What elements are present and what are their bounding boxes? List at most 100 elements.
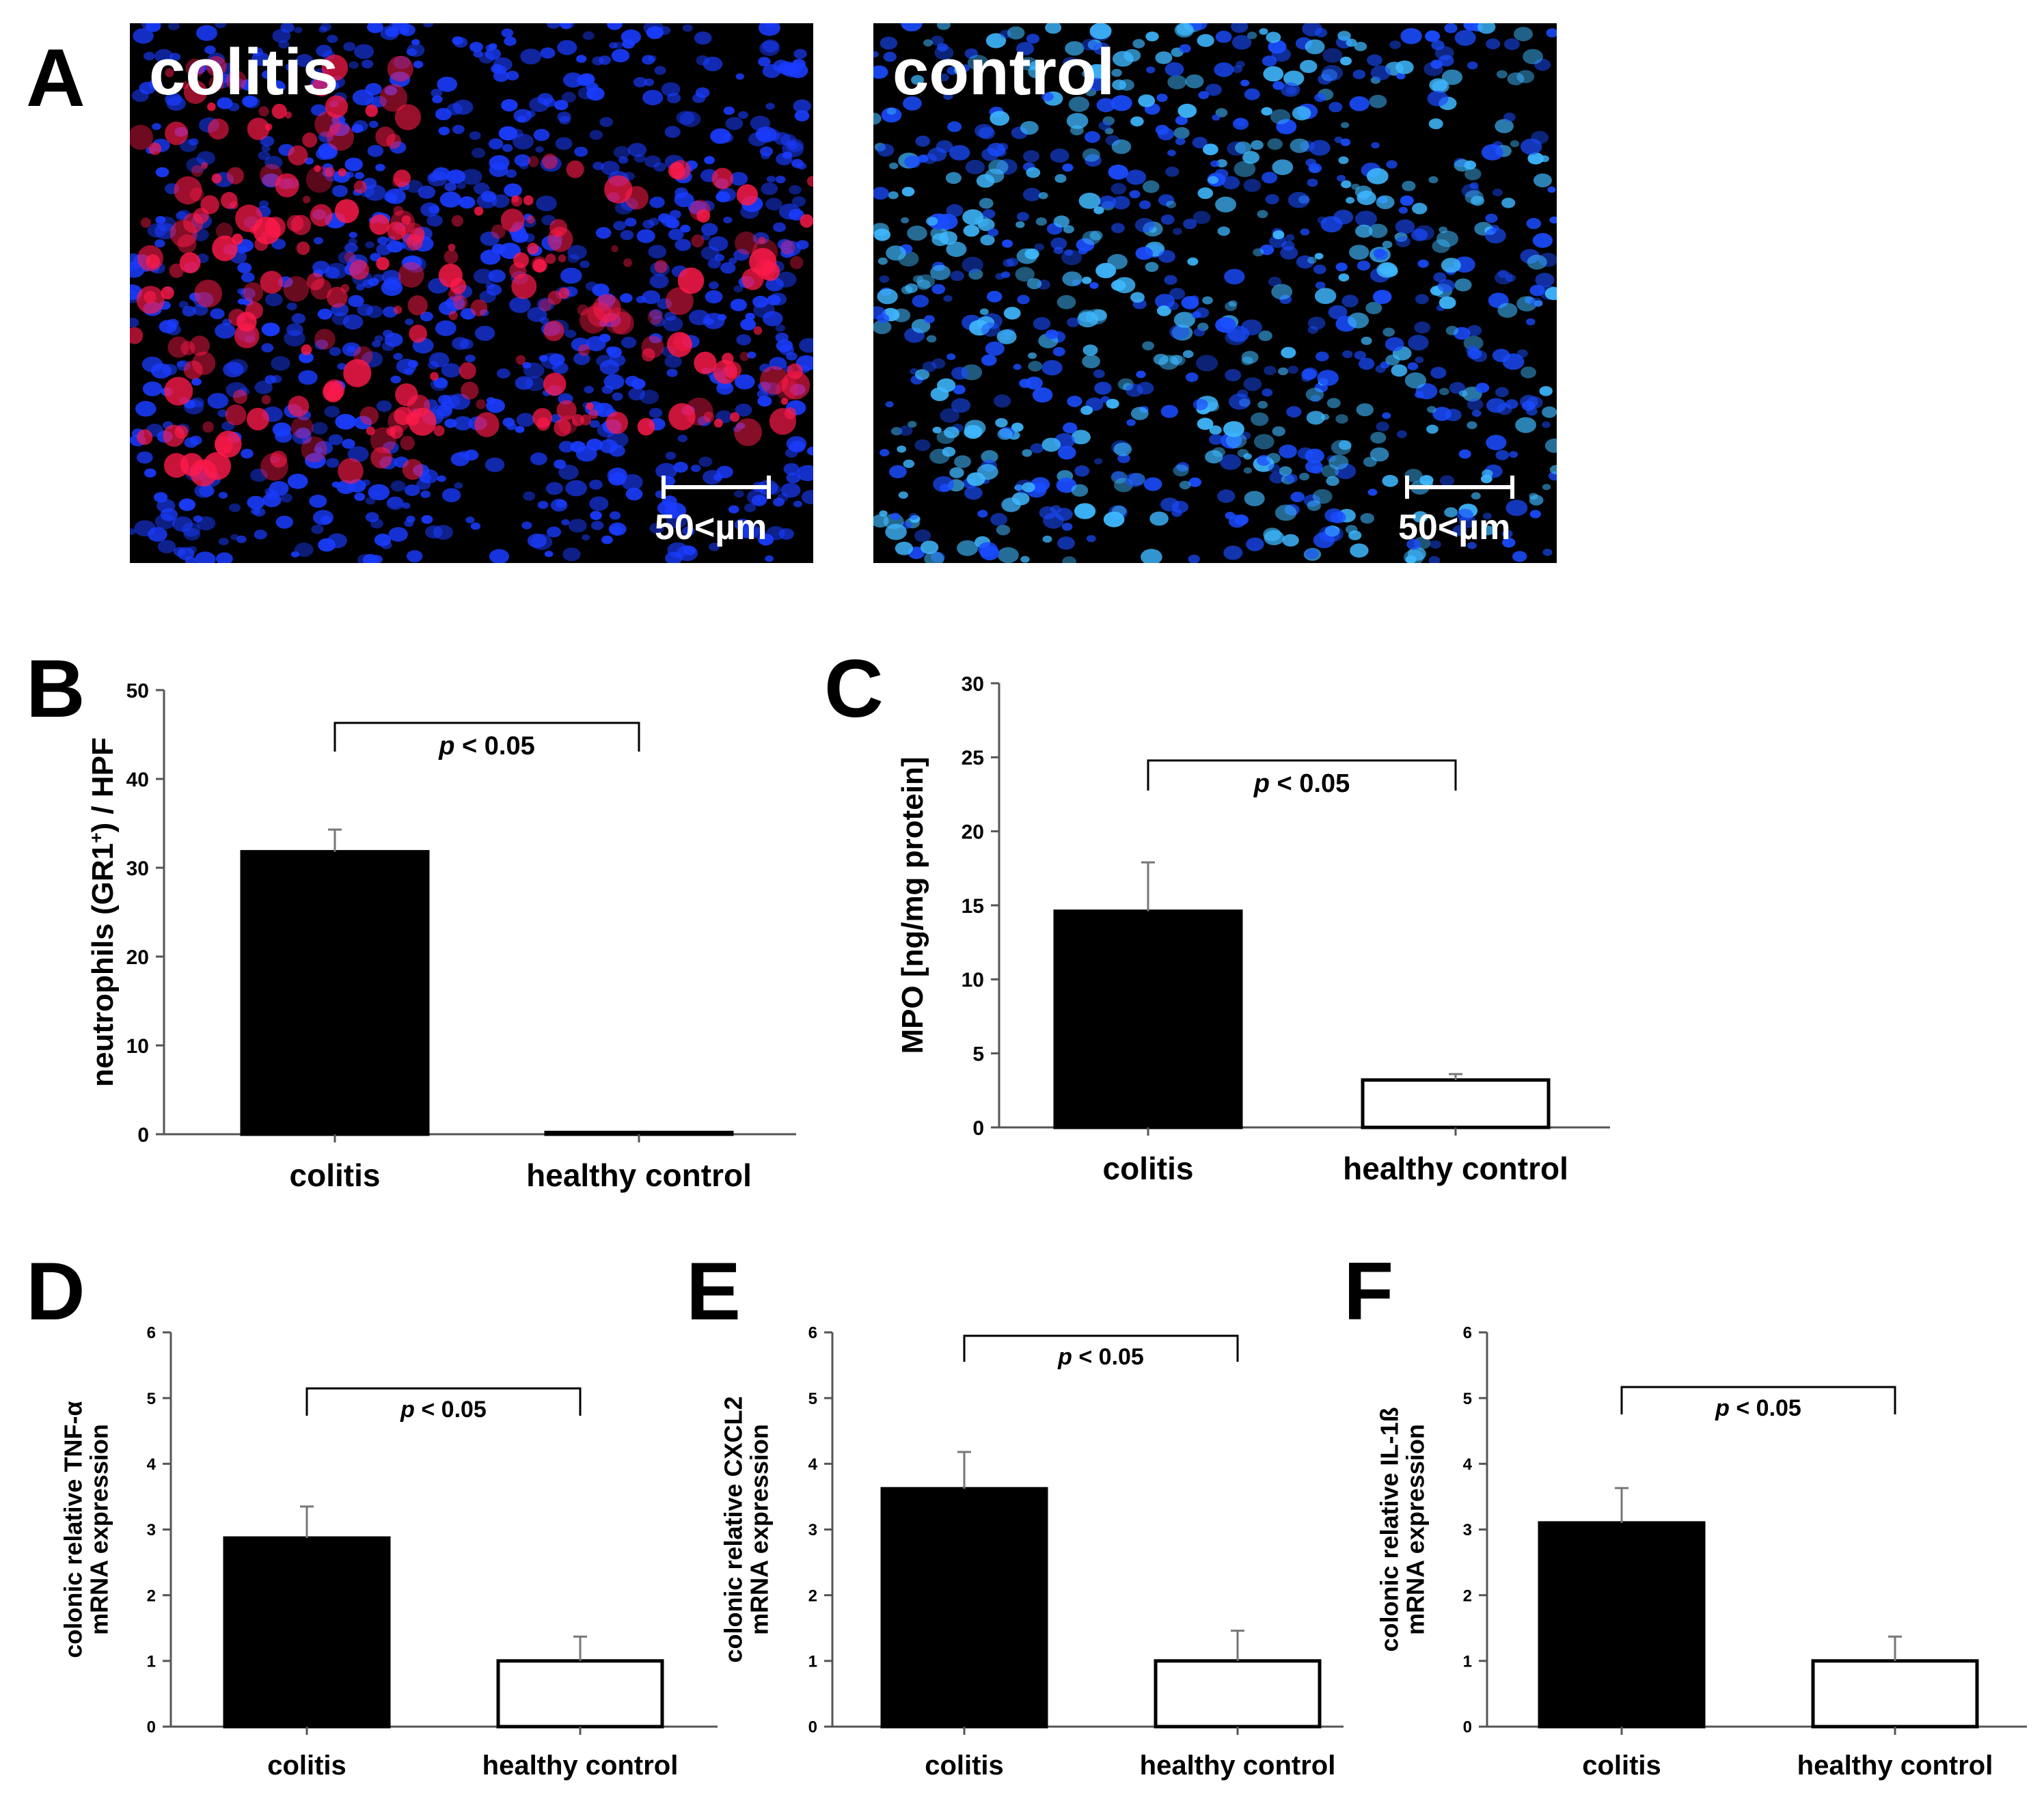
nucleus [1193,398,1208,411]
nucleus [144,468,156,478]
nucleus [1025,376,1043,390]
nucleus [493,57,513,72]
nucleus [452,36,463,45]
nucleus [1107,253,1128,270]
nucleus [1337,175,1346,182]
neutrophil-stain [191,165,204,177]
neutrophil-stain [206,56,227,77]
nucleus [161,363,178,376]
neutrophil-stain [146,254,161,269]
nucleus [218,491,228,499]
nucleus [898,491,908,499]
nucleus [1370,432,1387,444]
nucleus [1512,551,1527,562]
nucleus [1093,42,1110,55]
nucleus [1217,226,1230,236]
nucleus [1439,296,1456,310]
nucleus [387,241,403,253]
nucleus [1530,297,1543,307]
nucleus [1485,213,1498,223]
neutrophil-stain [605,411,629,435]
nucleus [1271,47,1291,62]
nucleus [1057,294,1076,310]
nucleus [1240,79,1250,87]
nucleus [1360,512,1374,524]
nucleus [1306,411,1325,425]
nucleus [314,441,333,455]
nucleus [1516,296,1537,312]
nucleus [1042,535,1052,543]
nucleus [1246,537,1264,551]
nucleus [1251,412,1269,426]
nucleus [996,329,1017,344]
nucleus [195,551,216,563]
nucleus [1143,477,1162,491]
nucleus [1001,497,1021,512]
nucleus [1028,361,1043,372]
nucleus [1065,41,1085,56]
nucleus [1235,141,1252,154]
nucleus [1067,396,1082,407]
nucleus [272,29,291,43]
nucleus [1406,538,1421,550]
significance-bracket [305,1387,582,1416]
nucleus [1061,523,1073,531]
nucleus [1467,348,1482,359]
nucleus [1505,499,1528,517]
nucleus [513,133,534,150]
neutrophil-stain [311,77,331,97]
nucleus [707,258,721,269]
nucleus [1280,246,1298,260]
nucleus [1456,508,1473,521]
nucleus [1532,233,1553,248]
nucleus [873,187,889,200]
nucleus [419,473,431,482]
nucleus [1400,195,1414,206]
nucleus [1088,77,1106,92]
nucleus [1305,549,1319,559]
bar-colitis [880,1487,1048,1729]
nucleus [1132,39,1145,49]
nucleus [1016,42,1035,55]
nucleus [545,482,563,495]
nucleus [563,72,584,88]
nucleus [1335,262,1348,272]
nucleus [165,92,182,106]
nucleus [1331,439,1352,455]
nucleus [1111,68,1122,77]
nucleus [516,413,535,427]
neutrophil-stain [228,308,246,327]
nucleus [946,353,956,360]
nucleus [1223,421,1244,437]
nucleus [609,42,618,49]
nucleus [1482,469,1493,478]
nucleus [1432,239,1450,253]
nucleus [1016,212,1029,221]
nucleus [376,400,392,412]
nucleus [1417,259,1429,268]
nucleus [156,216,176,232]
nucleus [1196,355,1218,372]
neutrophil-stain [474,412,500,437]
nucleus [929,448,950,464]
nucleus [1307,316,1326,330]
nucleus [309,495,327,508]
neutrophil-stain [784,407,797,420]
nucleus [987,228,999,237]
nucleus [471,148,486,159]
nucleus [877,288,898,305]
nucleus [778,528,794,540]
neutrophil-stain [212,235,238,262]
nucleus [978,542,998,557]
nucleus [1126,419,1136,426]
nucleus [923,39,933,46]
nucleus [1077,311,1099,328]
nucleus [723,217,733,223]
neutrophil-stain [181,81,189,90]
neutrophil-stain [325,167,335,177]
nucleus [1002,239,1013,248]
nucleus [1030,443,1044,454]
neutrophil-stain [753,326,763,335]
neutrophil-stain [461,381,479,400]
nucleus [354,415,372,430]
